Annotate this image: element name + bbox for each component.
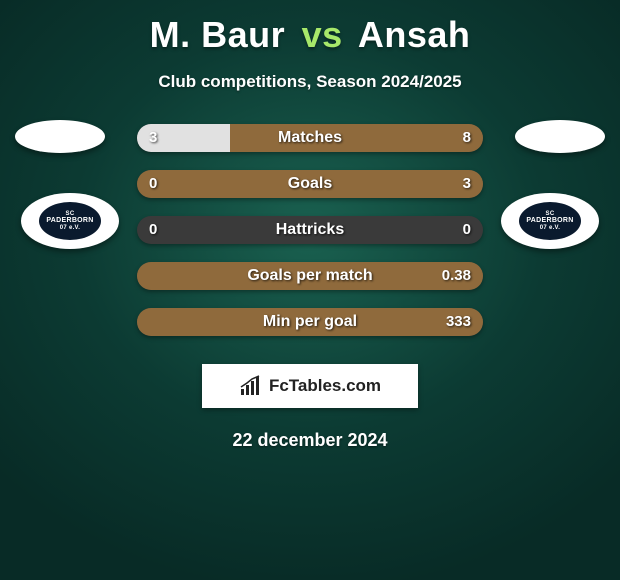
club-badge-line2: PADERBORN: [46, 217, 93, 225]
page-title: M. Baur vs Ansah: [0, 14, 620, 56]
brand-text: FcTables.com: [269, 376, 381, 396]
club-badge-line2: PADERBORN: [526, 217, 573, 225]
player-1-avatar: [15, 120, 105, 153]
stat-label: Hattricks: [137, 216, 483, 244]
title-player-1: M. Baur: [150, 14, 286, 55]
stat-bar: 03Goals: [137, 170, 483, 198]
player-2-avatar: [515, 120, 605, 153]
bar-chart-icon: [239, 375, 263, 397]
subtitle: Club competitions, Season 2024/2025: [0, 72, 620, 92]
title-vs: vs: [302, 14, 343, 55]
stat-bar: 333Min per goal: [137, 308, 483, 336]
club-badge-line3: 07 e.V.: [60, 225, 81, 232]
stat-label: Goals per match: [137, 262, 483, 290]
stat-bar: 38Matches: [137, 124, 483, 152]
player-2-club-badge: SC PADERBORN 07 e.V.: [501, 193, 599, 249]
club-badge-line1: SC: [66, 211, 75, 218]
date-line: 22 december 2024: [0, 430, 620, 451]
infographic-root: M. Baur vs Ansah Club competitions, Seas…: [0, 0, 620, 580]
club-badge-inner-right: SC PADERBORN 07 e.V.: [519, 202, 581, 240]
stat-label: Goals: [137, 170, 483, 198]
stat-bar: 00Hattricks: [137, 216, 483, 244]
stat-bar: 0.38Goals per match: [137, 262, 483, 290]
club-badge-line3: 07 e.V.: [540, 225, 561, 232]
club-badge-line1: SC: [546, 211, 555, 218]
player-1-club-badge: SC PADERBORN 07 e.V.: [21, 193, 119, 249]
title-player-2: Ansah: [358, 14, 471, 55]
stat-label: Min per goal: [137, 308, 483, 336]
stat-label: Matches: [137, 124, 483, 152]
club-badge-inner-left: SC PADERBORN 07 e.V.: [39, 202, 101, 240]
brand-box: FcTables.com: [202, 364, 418, 408]
